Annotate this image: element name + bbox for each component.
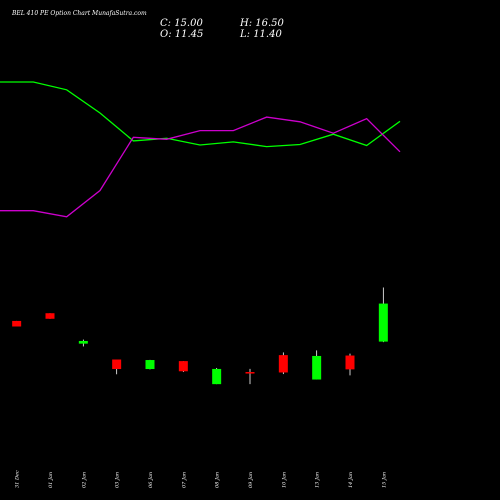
candle-body (12, 320, 22, 327)
candle-body (345, 355, 355, 370)
candles-layer (12, 287, 388, 385)
x-tick-label: 31 Dec (15, 470, 21, 488)
x-axis-ticks: 31 Dec 01 Jan 02 Jan 03 Jan 06 Jan 07 Jan 08 J… (15, 470, 388, 488)
x-tick-label: 14 Jan (348, 472, 354, 488)
candle-body (78, 340, 88, 344)
candle-10-jan (278, 352, 288, 375)
open-value: O: 11.45 (160, 29, 203, 40)
candle-02-jan (78, 339, 88, 347)
candle-03-jan (112, 359, 122, 375)
candle-31-dec (12, 320, 22, 327)
low-value: L: 11.40 (239, 29, 282, 40)
x-tick-label: 15 Jan (381, 472, 387, 488)
x-tick-label: 06 Jan (148, 472, 154, 488)
candle-01-jan (45, 313, 55, 319)
x-tick-label: 09 Jan (248, 472, 254, 488)
x-tick-label: 01 Jan (48, 472, 54, 488)
candle-body (45, 313, 55, 319)
bands-layer (0, 81, 401, 218)
candle-body (178, 361, 188, 372)
candle-body (378, 303, 388, 342)
close-value: C: 15.00 (160, 18, 203, 29)
candle-09-jan (245, 368, 255, 385)
x-tick-label: 03 Jan (115, 472, 121, 488)
x-tick-label: 08 Jan (215, 472, 221, 488)
candle-14-jan (345, 353, 355, 376)
x-tick-label: 10 Jan (281, 472, 287, 488)
x-tick-label: 07 Jan (181, 472, 187, 488)
upper-band-line (0, 81, 401, 148)
candle-08-jan (212, 367, 222, 385)
candle-06-jan (145, 359, 155, 370)
lower-band-line (0, 116, 401, 218)
candle-body (112, 359, 122, 370)
chart-title: BEL 410 PE Option Chart MunafaSutra.com (11, 10, 147, 17)
candle-body (245, 372, 255, 374)
candle-body (278, 355, 288, 373)
candle-13-jan (312, 350, 322, 380)
x-tick-label: 13 Jan (315, 472, 321, 488)
candle-body (145, 360, 155, 370)
candle-07-jan (178, 361, 188, 373)
candle-body (312, 355, 322, 380)
candle-body (212, 368, 222, 385)
high-value: H: 16.50 (239, 18, 285, 29)
candle-15-jan (378, 287, 388, 343)
x-tick-label: 02 Jan (81, 472, 87, 488)
